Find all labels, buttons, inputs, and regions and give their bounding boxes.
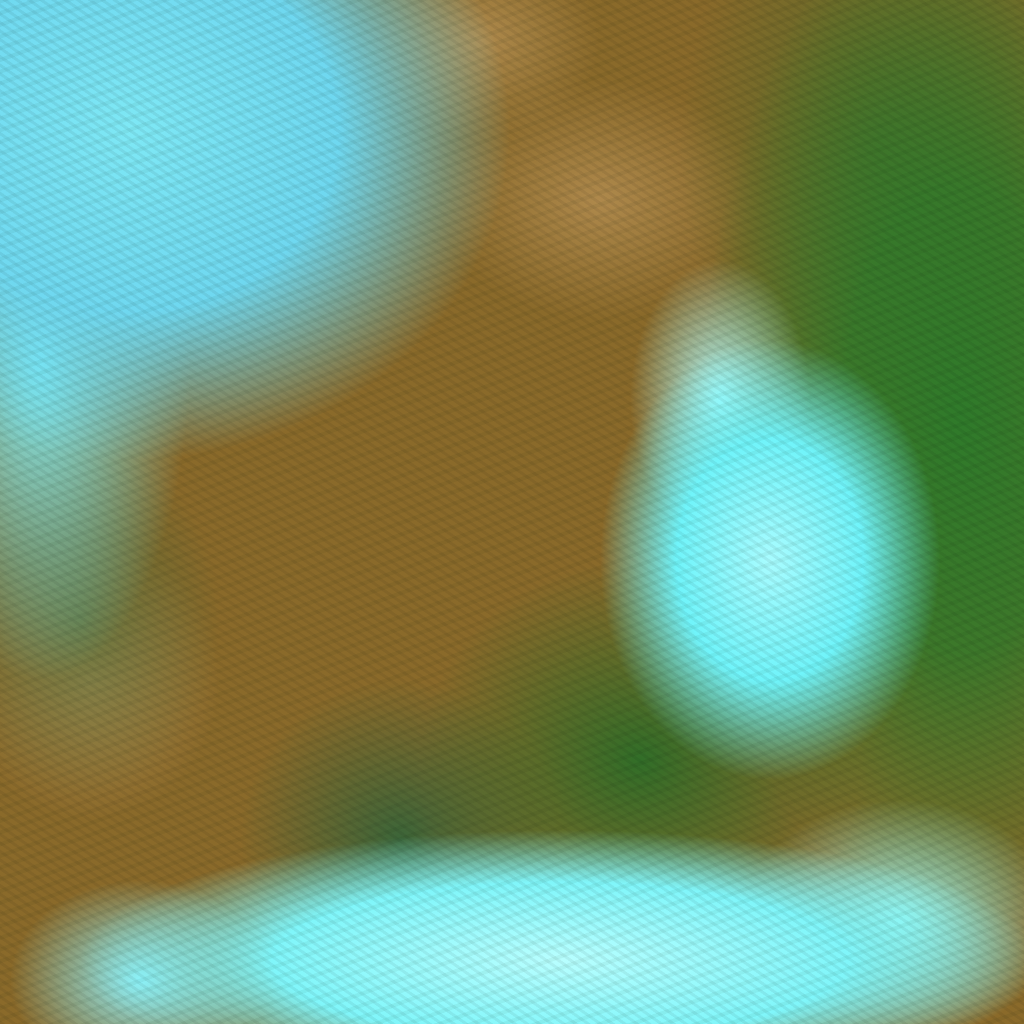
satellite-image xyxy=(0,0,1024,1024)
terrain-texture xyxy=(0,0,1024,1024)
cloud-cover-southeast xyxy=(0,0,1024,1024)
